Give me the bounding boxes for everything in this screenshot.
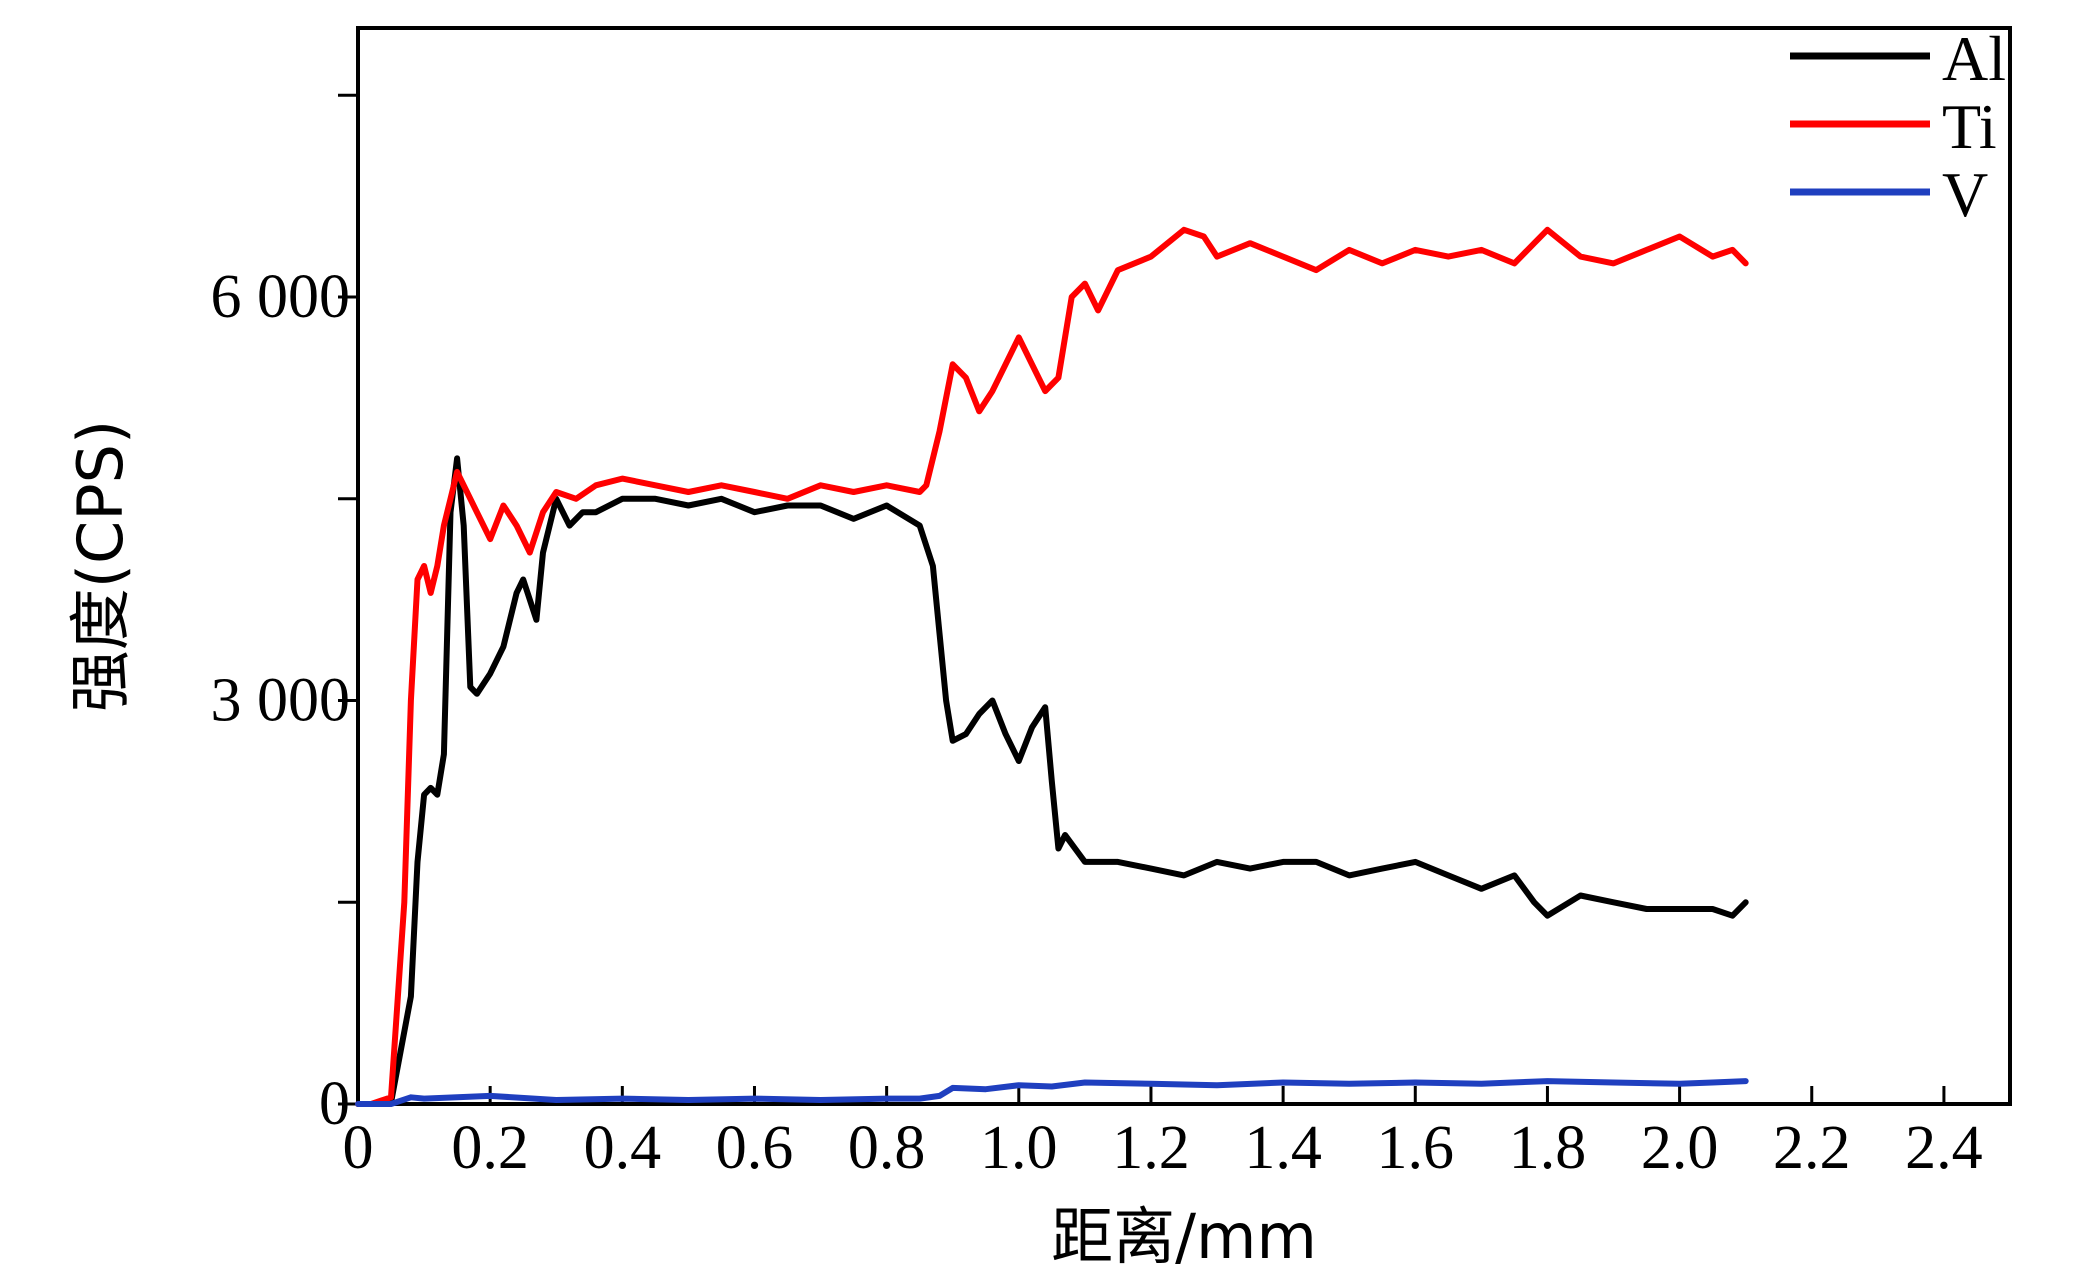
legend-label-ti: Ti: [1942, 91, 1997, 162]
y-tick-label: 3 000: [211, 667, 351, 735]
x-tick-label: 1.0: [980, 1114, 1058, 1182]
plot-frame: [356, 26, 2012, 1106]
x-tick-label: 2.4: [1905, 1114, 1983, 1182]
y-tick-label: 6 000: [211, 263, 351, 331]
y-tick-label: 0: [319, 1070, 350, 1138]
series-line-al: [355, 455, 1749, 1107]
x-tick-label: 1.2: [1112, 1114, 1190, 1182]
x-tick-label: 2.0: [1641, 1114, 1719, 1182]
x-axis-title: 距离/mm: [1051, 1200, 1317, 1273]
y-axis-title: 强度(CPS): [64, 420, 137, 712]
x-tick-label: 1.6: [1377, 1114, 1455, 1182]
x-axis: 0 0.2 0.4 0.6 0.8 1.0 1.2 1.4 1.6 1.8 2.0 2.2 2.4: [343, 1086, 1983, 1182]
series-line-v: [355, 1078, 1749, 1107]
x-tick-label: 1.8: [1509, 1114, 1587, 1182]
series-layer: [355, 226, 1749, 1107]
x-tick-label: 0.4: [584, 1114, 662, 1182]
legend-label-al: Al: [1942, 23, 2006, 94]
x-tick-label: 0.6: [716, 1114, 794, 1182]
y-axis: 0 3 000 6 000: [211, 93, 358, 1138]
x-tick-label: 0: [343, 1114, 374, 1182]
series-line-ti: [355, 226, 1749, 1107]
x-tick-label: 0.2: [451, 1114, 529, 1182]
x-tick-label: 1.4: [1244, 1114, 1322, 1182]
x-tick-label: 0.8: [848, 1114, 926, 1182]
x-tick-label: 2.2: [1773, 1114, 1851, 1182]
legend-label-v: V: [1942, 159, 1988, 230]
